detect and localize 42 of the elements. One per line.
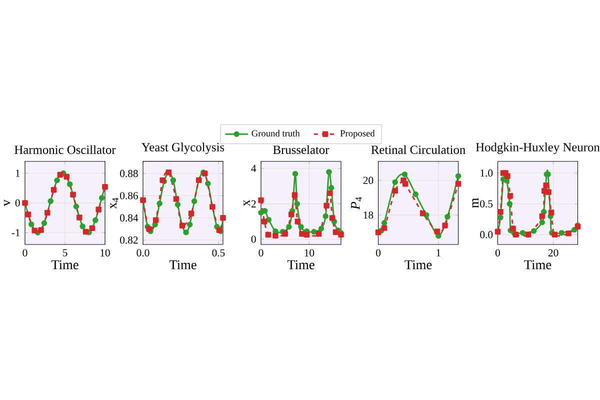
legend-label: Ground truth <box>252 130 300 136</box>
y-tick-label: 0 <box>251 236 256 243</box>
y-axis-title: x$_{4}$ <box>110 198 118 209</box>
x-tick-label: 10 <box>304 249 314 256</box>
x-axis-title: Time <box>169 260 196 270</box>
y-axis-title: m <box>472 198 479 208</box>
x-axis-title: Time <box>287 260 314 270</box>
legend-label: Proposed <box>340 130 375 138</box>
y-tick-label: 4 <box>251 164 256 172</box>
y-axis-title: v <box>4 200 10 206</box>
x-tick-label: 0 <box>258 249 264 256</box>
x-tick-label: 0 <box>495 249 500 256</box>
chart-title: Harmonic Oscillator <box>14 145 116 154</box>
x-axis-title: Time <box>404 260 432 270</box>
y-tick-label: 0.86 <box>120 192 138 200</box>
chart-title: Retinal Circulation <box>371 145 466 154</box>
y-tick-label: 0.88 <box>120 170 138 178</box>
y-tick-label: 0.82 <box>120 236 138 244</box>
y-tick-label: 1 <box>16 170 20 177</box>
y-tick-label: 0.84 <box>120 214 138 222</box>
y-tick-label: 0.0 <box>480 231 493 238</box>
x-tick-label: 0 <box>22 249 28 256</box>
y-tick-label: 2 <box>251 200 256 208</box>
y-tick-label: -1 <box>12 229 20 236</box>
y-axis-title: P$_{4}$ <box>351 197 362 210</box>
x-axis-title: Time <box>51 260 78 270</box>
x-tick-label: 5 <box>62 249 68 256</box>
chart-title: Yeast Glycolysis <box>142 142 224 154</box>
x-tick-label: 10 <box>100 249 110 256</box>
y-tick-label: 18 <box>364 211 374 219</box>
chart-title: Brusselator <box>273 145 330 154</box>
y-tick-label: 1.0 <box>480 169 493 177</box>
x-tick-label: 0.0 <box>136 249 150 256</box>
chart-title: Hodgkin-Huxley Neuron <box>476 142 600 154</box>
x-axis-title: Time <box>524 260 552 270</box>
x-tick-label: 1 <box>436 249 440 256</box>
y-tick-label: 0 <box>15 199 20 207</box>
x-tick-label: 0 <box>376 249 381 256</box>
y-axis-title: x <box>244 200 250 206</box>
y-tick-label: 0.5 <box>480 200 493 208</box>
x-tick-label: 20 <box>548 249 558 256</box>
x-tick-label: 0.5 <box>212 249 225 256</box>
